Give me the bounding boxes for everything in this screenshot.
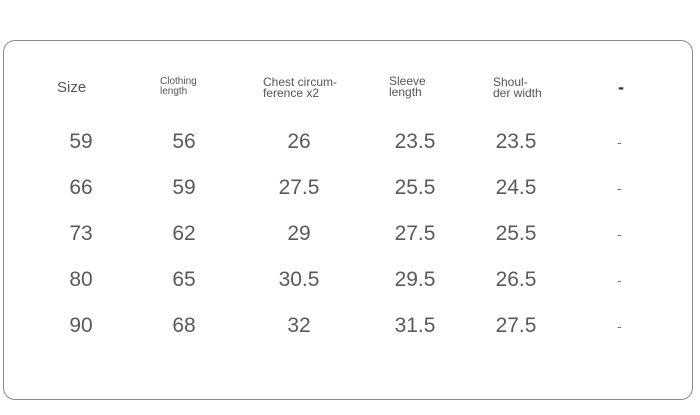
table-cell: - [617,272,622,288]
table-cell: 73 [69,222,93,245]
table-cell: 27.5 [495,314,537,337]
header-shoulder-line2: der width [493,86,542,100]
table-cell: 90 [69,314,93,337]
table-cell: 25.5 [495,222,537,245]
header-clothing-length: Clothing length [160,77,197,97]
table-cell: - [617,226,622,242]
table-cell: 24.5 [495,176,537,199]
table-cell: 59 [69,130,93,153]
table-cell: - [617,180,622,196]
header-sleeve-line1: Sleeve [389,74,426,88]
table-cell: 29 [287,222,311,245]
table-cell: 26 [287,130,311,153]
table-cell: 32 [287,314,311,337]
table-cell: 27.5 [394,222,436,245]
header-clothing-length-line2: length [160,86,188,97]
header-chest-circumference: Chest circum- ference x2 [263,75,338,100]
table-cell: 66 [69,176,93,199]
header-sleeve-line2: length [389,85,422,99]
table-cell: 26.5 [495,268,537,291]
header-clothing-length-line1: Clothing [160,76,197,87]
table-cell: - [617,318,622,334]
table-cell: 27.5 [278,176,320,199]
table-cell: 23.5 [495,130,537,153]
table-cell: 25.5 [394,176,436,199]
table-cell: 31.5 [394,314,436,337]
table-cell: 65 [172,268,196,291]
table-cell: 68 [172,314,196,337]
table-cell: 59 [172,176,196,199]
header-shoulder-line1: Shoul- [493,75,528,89]
table-cell: 30.5 [278,268,320,291]
header-sleeve-length: Sleeve length [389,74,426,99]
header-size: Size [57,79,87,96]
table-cell: 23.5 [394,130,436,153]
header-shoulder-width: Shoul- der width [493,75,542,100]
table-cell: 80 [69,268,93,291]
table-cell: 62 [172,222,196,245]
table-cell: 56 [172,130,196,153]
header-chest-line1: Chest circum- [263,75,338,89]
header-extra: - [618,77,624,97]
table-cell: 29.5 [394,268,436,291]
header-chest-line2: ference x2 [263,86,320,100]
table-cell: - [617,134,622,150]
size-chart-card [3,40,693,400]
